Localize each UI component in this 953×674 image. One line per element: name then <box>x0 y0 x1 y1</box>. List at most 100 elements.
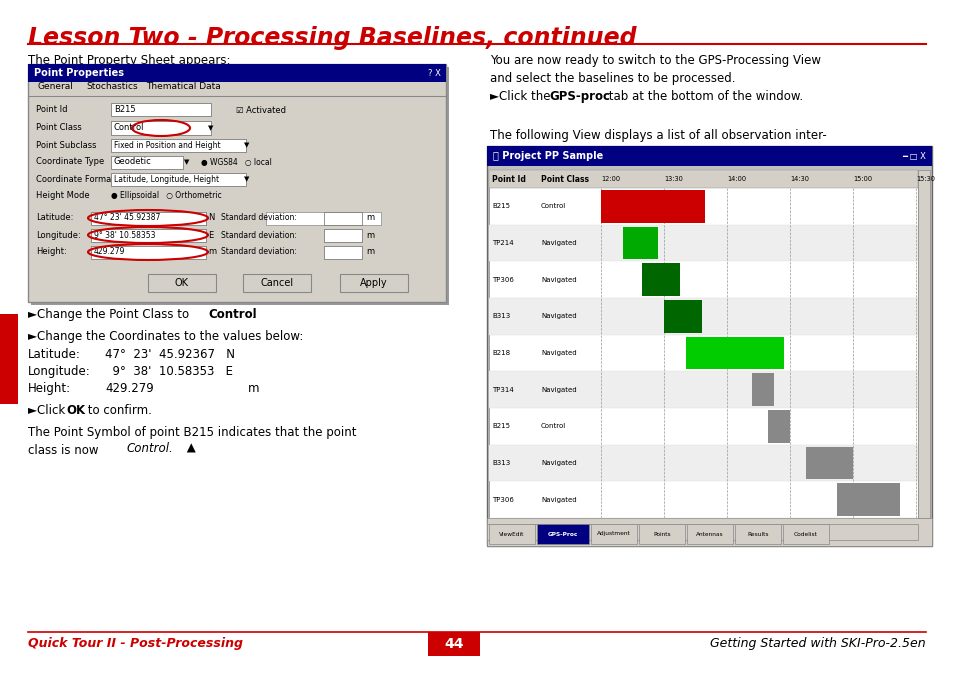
Text: B215: B215 <box>492 423 510 429</box>
Text: Coordinate Type: Coordinate Type <box>36 158 104 166</box>
Text: Navigated: Navigated <box>540 313 576 319</box>
Text: Point Class: Point Class <box>540 175 588 183</box>
Text: Point Id: Point Id <box>492 175 525 183</box>
Bar <box>28 64 446 82</box>
Text: Navigated: Navigated <box>540 240 576 246</box>
Text: m: m <box>366 247 374 257</box>
Text: Standard deviation:: Standard deviation: <box>221 247 296 257</box>
Text: Results: Results <box>746 532 768 537</box>
Bar <box>111 156 183 169</box>
Text: Codelist: Codelist <box>793 532 817 537</box>
Text: m: m <box>366 214 374 222</box>
Bar <box>734 524 781 544</box>
Bar <box>486 518 931 546</box>
Bar <box>782 524 828 544</box>
Text: TP314: TP314 <box>492 387 514 393</box>
Bar <box>489 298 917 335</box>
Text: ►Change the Point Class to: ►Change the Point Class to <box>28 308 193 321</box>
Text: .: . <box>252 308 255 321</box>
Bar <box>266 212 380 225</box>
Text: Stochastics: Stochastics <box>86 82 137 91</box>
Bar <box>324 212 361 225</box>
Text: 12:00: 12:00 <box>600 176 619 182</box>
Text: 47° 23' 45.92387: 47° 23' 45.92387 <box>94 214 160 222</box>
Text: m: m <box>248 382 259 395</box>
Text: Latitude:: Latitude: <box>28 348 81 361</box>
Bar <box>837 483 900 516</box>
Bar <box>489 170 917 518</box>
Bar <box>486 146 931 546</box>
Text: ? X: ? X <box>428 69 440 78</box>
Text: Control: Control <box>208 308 256 321</box>
Text: Point Properties: Point Properties <box>34 68 124 78</box>
Text: 15:00: 15:00 <box>852 176 871 182</box>
Text: Height Mode: Height Mode <box>36 191 90 200</box>
Text: 14:30: 14:30 <box>789 176 808 182</box>
Text: Height:: Height: <box>28 382 71 395</box>
Bar <box>917 170 929 518</box>
Text: 13:30: 13:30 <box>663 176 682 182</box>
Text: B215: B215 <box>492 204 510 210</box>
Bar <box>91 229 206 242</box>
Text: Fixed in Position and Height: Fixed in Position and Height <box>113 140 220 150</box>
Text: Longitude:: Longitude: <box>36 231 81 239</box>
Bar <box>489 224 917 262</box>
Text: GPS-Proc: GPS-Proc <box>547 532 578 537</box>
Text: ━ □ X: ━ □ X <box>902 152 925 160</box>
Text: ☑ Activated: ☑ Activated <box>235 106 286 115</box>
Bar <box>805 447 852 479</box>
Bar <box>111 139 246 152</box>
Text: Cancel: Cancel <box>260 278 294 288</box>
Text: ● WGS84   ○ local: ● WGS84 ○ local <box>201 158 272 166</box>
Bar <box>751 373 774 406</box>
Text: ▲: ▲ <box>183 442 195 455</box>
Text: 🖥 Project PP Sample: 🖥 Project PP Sample <box>493 151 602 161</box>
Bar <box>486 146 931 166</box>
Text: The following View displays a list of all observation inter-
vals and a graphica: The following View displays a list of al… <box>490 129 826 178</box>
Text: GPS-proc: GPS-proc <box>548 90 609 103</box>
Text: TP306: TP306 <box>492 497 514 503</box>
Text: Lesson Two - Processing Baselines, continued: Lesson Two - Processing Baselines, conti… <box>28 26 636 50</box>
Bar <box>111 103 211 116</box>
Text: Latitude, Longitude, Height: Latitude, Longitude, Height <box>113 175 219 183</box>
Text: OK: OK <box>174 278 189 288</box>
Text: Control: Control <box>540 423 566 429</box>
Text: Navigated: Navigated <box>540 276 576 282</box>
Bar <box>111 121 211 135</box>
Text: Apply: Apply <box>360 278 388 288</box>
Text: ►Click: ►Click <box>28 404 69 417</box>
Text: Control: Control <box>540 204 566 210</box>
Text: The Point Property Sheet appears:: The Point Property Sheet appears: <box>28 54 231 67</box>
Text: Coordinate Format: Coordinate Format <box>36 175 114 183</box>
Bar <box>91 246 206 259</box>
Text: E: E <box>208 231 213 239</box>
Bar <box>324 246 361 259</box>
Text: 44: 44 <box>444 637 463 651</box>
Text: 14:00: 14:00 <box>726 176 745 182</box>
Text: Control.: Control. <box>127 442 173 455</box>
Text: ►Change the Coordinates to the values below:: ►Change the Coordinates to the values be… <box>28 330 303 343</box>
Text: m: m <box>366 231 374 239</box>
Bar <box>0 314 18 404</box>
Bar <box>489 371 917 408</box>
Text: m: m <box>208 247 216 257</box>
Text: Navigated: Navigated <box>540 497 576 503</box>
Bar <box>339 274 408 292</box>
Text: to confirm.: to confirm. <box>84 404 152 417</box>
Bar <box>30 67 449 305</box>
Bar <box>148 274 215 292</box>
Bar <box>324 229 361 242</box>
Text: TP306: TP306 <box>492 276 514 282</box>
Bar <box>663 300 701 333</box>
Text: ViewEdit: ViewEdit <box>498 532 524 537</box>
Text: Antennas: Antennas <box>696 532 723 537</box>
Text: ▼: ▼ <box>184 159 190 165</box>
Text: 429.279: 429.279 <box>105 382 153 395</box>
Text: 47°  23'  45.92367   N: 47° 23' 45.92367 N <box>105 348 234 361</box>
Text: Geodetic: Geodetic <box>113 158 152 166</box>
Bar <box>537 524 588 544</box>
Bar <box>767 410 789 443</box>
Text: The Point Symbol of point B215 indicates that the point
class is now: The Point Symbol of point B215 indicates… <box>28 426 356 457</box>
Bar <box>28 64 446 302</box>
Bar <box>600 190 704 222</box>
